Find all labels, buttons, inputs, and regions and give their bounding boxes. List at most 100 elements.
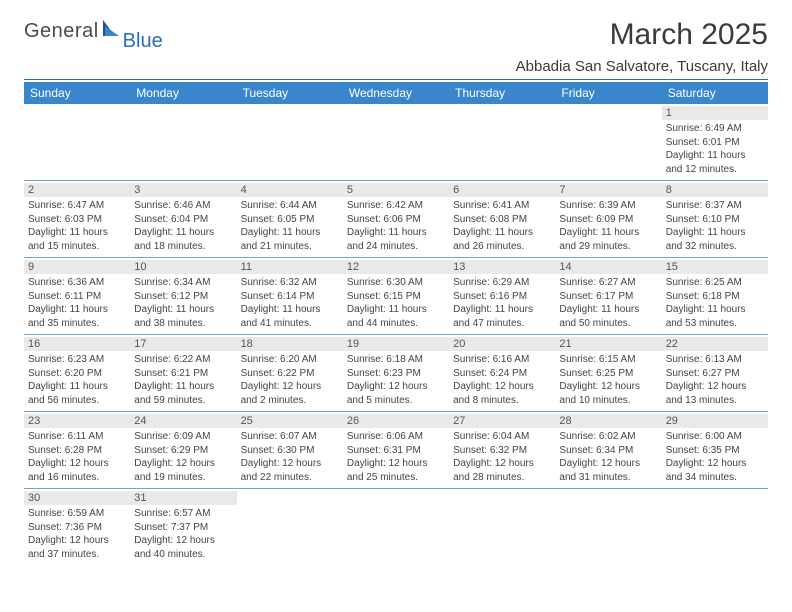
sunset-text: Sunset: 6:31 PM xyxy=(347,444,445,458)
sunset-text: Sunset: 6:24 PM xyxy=(453,367,551,381)
sunrise-text: Sunrise: 6:25 AM xyxy=(666,276,764,290)
daylight-text: Daylight: 12 hours xyxy=(453,457,551,471)
sunrise-text: Sunrise: 6:07 AM xyxy=(241,430,339,444)
daylight-text: Daylight: 12 hours xyxy=(134,457,232,471)
day-number: 28 xyxy=(555,414,661,428)
daylight-text: Daylight: 12 hours xyxy=(28,534,126,548)
calendar-cell: 28Sunrise: 6:02 AMSunset: 6:34 PMDayligh… xyxy=(555,412,661,489)
daylight-text: Daylight: 11 hours xyxy=(347,303,445,317)
day-number: 15 xyxy=(662,260,768,274)
sunset-text: Sunset: 6:35 PM xyxy=(666,444,764,458)
location-row: Abbadia San Salvatore, Tuscany, Italy xyxy=(24,58,768,80)
calendar-cell: 23Sunrise: 6:11 AMSunset: 6:28 PMDayligh… xyxy=(24,412,130,489)
weekday-header: Monday xyxy=(130,82,236,104)
daylight-text: Daylight: 11 hours xyxy=(453,303,551,317)
sunset-text: Sunset: 6:15 PM xyxy=(347,290,445,304)
sunset-text: Sunset: 6:34 PM xyxy=(559,444,657,458)
calendar-cell xyxy=(449,489,555,566)
daylight-text: and 18 minutes. xyxy=(134,240,232,254)
daylight-text: and 8 minutes. xyxy=(453,394,551,408)
day-number: 7 xyxy=(555,183,661,197)
daylight-text: and 35 minutes. xyxy=(28,317,126,331)
calendar-cell: 17Sunrise: 6:22 AMSunset: 6:21 PMDayligh… xyxy=(130,335,236,412)
calendar-cell: 12Sunrise: 6:30 AMSunset: 6:15 PMDayligh… xyxy=(343,258,449,335)
daylight-text: and 10 minutes. xyxy=(559,394,657,408)
sunrise-text: Sunrise: 6:16 AM xyxy=(453,353,551,367)
day-number: 10 xyxy=(130,260,236,274)
sunset-text: Sunset: 6:20 PM xyxy=(28,367,126,381)
day-number: 2 xyxy=(24,183,130,197)
day-number: 31 xyxy=(130,491,236,505)
daylight-text: Daylight: 12 hours xyxy=(347,457,445,471)
weekday-header: Sunday xyxy=(24,82,130,104)
calendar-cell: 11Sunrise: 6:32 AMSunset: 6:14 PMDayligh… xyxy=(237,258,343,335)
daylight-text: Daylight: 12 hours xyxy=(241,457,339,471)
calendar-row: 30Sunrise: 6:59 AMSunset: 7:36 PMDayligh… xyxy=(24,489,768,566)
day-number: 13 xyxy=(449,260,555,274)
calendar-cell: 22Sunrise: 6:13 AMSunset: 6:27 PMDayligh… xyxy=(662,335,768,412)
day-number: 16 xyxy=(24,337,130,351)
sunset-text: Sunset: 6:28 PM xyxy=(28,444,126,458)
weekday-header: Wednesday xyxy=(343,82,449,104)
sunrise-text: Sunrise: 6:42 AM xyxy=(347,199,445,213)
calendar-cell xyxy=(343,489,449,566)
calendar-cell: 26Sunrise: 6:06 AMSunset: 6:31 PMDayligh… xyxy=(343,412,449,489)
daylight-text: and 37 minutes. xyxy=(28,548,126,562)
daylight-text: Daylight: 11 hours xyxy=(28,380,126,394)
weekday-header-row: Sunday Monday Tuesday Wednesday Thursday… xyxy=(24,82,768,104)
sunset-text: Sunset: 6:14 PM xyxy=(241,290,339,304)
sunrise-text: Sunrise: 6:27 AM xyxy=(559,276,657,290)
calendar-cell xyxy=(24,104,130,181)
daylight-text: and 13 minutes. xyxy=(666,394,764,408)
daylight-text: and 2 minutes. xyxy=(241,394,339,408)
daylight-text: Daylight: 11 hours xyxy=(347,226,445,240)
calendar-cell: 4Sunrise: 6:44 AMSunset: 6:05 PMDaylight… xyxy=(237,181,343,258)
day-number: 14 xyxy=(555,260,661,274)
weekday-header: Thursday xyxy=(449,82,555,104)
daylight-text: Daylight: 11 hours xyxy=(666,303,764,317)
sunrise-text: Sunrise: 6:57 AM xyxy=(134,507,232,521)
sunrise-text: Sunrise: 6:20 AM xyxy=(241,353,339,367)
calendar-cell: 31Sunrise: 6:57 AMSunset: 7:37 PMDayligh… xyxy=(130,489,236,566)
daylight-text: Daylight: 11 hours xyxy=(666,226,764,240)
daylight-text: Daylight: 12 hours xyxy=(666,457,764,471)
sunset-text: Sunset: 6:08 PM xyxy=(453,213,551,227)
calendar-cell: 21Sunrise: 6:15 AMSunset: 6:25 PMDayligh… xyxy=(555,335,661,412)
sunset-text: Sunset: 6:29 PM xyxy=(134,444,232,458)
calendar-cell xyxy=(662,489,768,566)
daylight-text: and 22 minutes. xyxy=(241,471,339,485)
sunset-text: Sunset: 6:10 PM xyxy=(666,213,764,227)
daylight-text: Daylight: 11 hours xyxy=(134,303,232,317)
calendar-cell: 9Sunrise: 6:36 AMSunset: 6:11 PMDaylight… xyxy=(24,258,130,335)
weekday-header: Friday xyxy=(555,82,661,104)
logo: General Blue xyxy=(24,18,163,45)
day-number: 23 xyxy=(24,414,130,428)
sunrise-text: Sunrise: 6:36 AM xyxy=(28,276,126,290)
calendar-row: 16Sunrise: 6:23 AMSunset: 6:20 PMDayligh… xyxy=(24,335,768,412)
day-number: 6 xyxy=(449,183,555,197)
sunset-text: Sunset: 6:06 PM xyxy=(347,213,445,227)
daylight-text: Daylight: 11 hours xyxy=(453,226,551,240)
daylight-text: Daylight: 11 hours xyxy=(134,226,232,240)
day-number: 29 xyxy=(662,414,768,428)
sunset-text: Sunset: 6:18 PM xyxy=(666,290,764,304)
daylight-text: Daylight: 12 hours xyxy=(666,380,764,394)
daylight-text: Daylight: 11 hours xyxy=(28,303,126,317)
daylight-text: Daylight: 11 hours xyxy=(134,380,232,394)
daylight-text: Daylight: 12 hours xyxy=(453,380,551,394)
day-number: 9 xyxy=(24,260,130,274)
daylight-text: and 16 minutes. xyxy=(28,471,126,485)
sunrise-text: Sunrise: 6:59 AM xyxy=(28,507,126,521)
sunrise-text: Sunrise: 6:44 AM xyxy=(241,199,339,213)
daylight-text: Daylight: 12 hours xyxy=(134,534,232,548)
calendar-cell: 7Sunrise: 6:39 AMSunset: 6:09 PMDaylight… xyxy=(555,181,661,258)
sunset-text: Sunset: 6:32 PM xyxy=(453,444,551,458)
calendar-row: 2Sunrise: 6:47 AMSunset: 6:03 PMDaylight… xyxy=(24,181,768,258)
sunrise-text: Sunrise: 6:02 AM xyxy=(559,430,657,444)
sunset-text: Sunset: 6:09 PM xyxy=(559,213,657,227)
day-number: 20 xyxy=(449,337,555,351)
sunset-text: Sunset: 6:23 PM xyxy=(347,367,445,381)
sunset-text: Sunset: 7:36 PM xyxy=(28,521,126,535)
calendar-cell: 24Sunrise: 6:09 AMSunset: 6:29 PMDayligh… xyxy=(130,412,236,489)
calendar-table: Sunday Monday Tuesday Wednesday Thursday… xyxy=(24,82,768,565)
